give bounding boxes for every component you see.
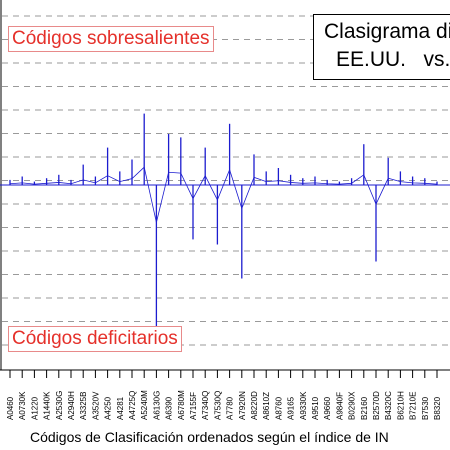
annotation-outstanding-codes: Códigos sobresalientes	[8, 26, 214, 52]
x-tick-label: B2160	[360, 396, 369, 420]
x-tick-label: A4281	[116, 396, 125, 420]
chart-title-line-2: EE.UU. vs.	[336, 48, 450, 71]
x-tick-label: A8760	[274, 396, 283, 420]
x-tick-label: A2940H	[67, 391, 76, 420]
x-tick-label: A0460	[6, 396, 15, 420]
x-tick-label: B7210E	[409, 392, 418, 420]
x-tick-label: B8320	[433, 396, 442, 420]
series-line	[9, 166, 438, 223]
annotation-deficit-codes: Códigos deficitarios	[8, 326, 182, 352]
x-tick-label: A4250	[104, 396, 113, 420]
series-line-group	[0, 113, 450, 335]
x-tick-label: A9165	[287, 396, 296, 420]
chart-title-box: Clasigrama di EE.UU. vs.	[313, 14, 450, 80]
x-tick-label: A9840F	[335, 392, 344, 420]
x-tick-label: A4725Q	[128, 391, 137, 420]
x-tick-label: A7530Q	[213, 391, 222, 420]
x-tick-label: A8220D	[250, 391, 259, 420]
chart-title-line-1: Clasigrama di	[324, 20, 450, 43]
x-tick-label: A5240M	[140, 390, 149, 420]
x-tick-label: A1440K	[43, 391, 52, 420]
x-tick-label: B0290X	[348, 391, 357, 420]
x-tick-label: A9510	[311, 396, 320, 420]
x-tick-label: A6780M	[177, 390, 186, 420]
x-tick-label: A8610Z	[262, 392, 271, 420]
x-tick-label: A9330K	[299, 391, 308, 420]
x-tick-label: A7340Q	[201, 391, 210, 420]
x-tick-label: A7155F	[189, 392, 198, 420]
x-tick-label: A6390	[165, 396, 174, 420]
x-tick-label: B4320C	[384, 391, 393, 420]
x-tick-label: A1220	[30, 396, 39, 420]
x-tick-label: A7780	[226, 396, 235, 420]
x-tick-label: A9660	[323, 396, 332, 420]
x-tick-label: B2570D	[372, 391, 381, 420]
x-axis-label: Códigos de Clasificación ordenados según…	[30, 429, 389, 445]
x-tick-labels: A0460 A0730K A1220 A1440K A2530G A2940H A3325B…	[6, 390, 442, 420]
x-tick-label: A2530G	[55, 391, 64, 420]
x-tick-label: B7530	[421, 396, 430, 420]
x-tick-label: A0730K	[18, 391, 27, 420]
x-tick-label: A6130G	[152, 391, 161, 420]
x-tick-label: A3520V	[91, 391, 100, 420]
x-tick-label: B6210H	[396, 391, 405, 420]
x-tick-label: A3325B	[79, 392, 88, 420]
x-tick-label: A7920N	[238, 391, 247, 420]
x-ticks	[0, 369, 450, 378]
